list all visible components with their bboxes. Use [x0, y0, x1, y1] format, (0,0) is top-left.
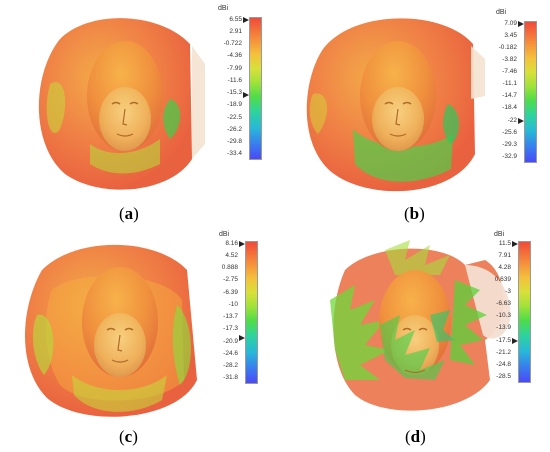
colorbar-ticks-d: 11.5 7.91 4.28 0.639 -3 -6.63 -10.3 -13.… — [469, 240, 511, 381]
tick-label: -25.6 — [502, 129, 517, 136]
tick-label: -10 — [228, 301, 238, 308]
radiation-pattern-a — [38, 18, 205, 190]
tick-label: 4.28 — [498, 264, 511, 271]
tick-label: -11.1 — [502, 80, 517, 87]
tick-label: -10.3 — [496, 312, 511, 319]
tick-label: -7.46 — [502, 68, 517, 75]
colorbar-b — [524, 21, 537, 163]
colorbar-unit-d: dBi — [494, 231, 505, 238]
colorbar-marker-c — [239, 335, 245, 341]
colorbar-marker-top-a — [243, 17, 249, 23]
tick-label: -20.9 — [223, 338, 238, 345]
tick-label: -2.75 — [223, 276, 238, 283]
tick-label: -14.7 — [502, 92, 517, 99]
radiation-pattern-c — [24, 244, 197, 417]
tick-label: -3 — [505, 288, 511, 295]
colorbar-marker-top-c — [239, 241, 245, 247]
radiation-pattern-b — [306, 18, 485, 192]
tick-label: -3.82 — [502, 56, 517, 63]
colorbar-unit-b: dBi — [496, 9, 507, 16]
colorbar-unit-c: dBi — [219, 231, 230, 238]
tick-label: -18.4 — [502, 104, 517, 111]
tick-label: -28.5 — [496, 373, 511, 380]
tick-label: 4.52 — [225, 252, 238, 259]
radiation-pattern-d — [330, 240, 511, 411]
panel-c: dBi 8.16 4.52 0.888 -2.75 -6.39 -10 -13.… — [0, 226, 275, 452]
colorbar-ticks-a: 6.55 2.91 -0.722 -4.36 -7.99 -11.6 -15.3… — [200, 16, 242, 158]
tick-label: -15.3 — [227, 89, 242, 96]
tick-label: -13.7 — [223, 313, 238, 320]
colorbar-marker-a — [243, 92, 249, 98]
colorbar-ticks-b: 7.09 3.45 -0.182 -3.82 -7.46 -11.1 -14.7… — [475, 20, 517, 161]
tick-label: -24.6 — [223, 350, 238, 357]
tick-label: 8.16 — [225, 240, 238, 247]
tick-label: -32.9 — [502, 153, 517, 160]
tick-label: 11.5 — [498, 240, 511, 247]
tick-label: 0.639 — [494, 276, 511, 283]
caption-b: (b) — [404, 204, 425, 223]
caption-d: (d) — [405, 427, 426, 446]
colorbar-c — [245, 241, 258, 384]
tick-label: -7.99 — [227, 65, 242, 72]
colorbar-d — [518, 241, 531, 383]
colorbar-ticks-c: 8.16 4.52 0.888 -2.75 -6.39 -10 -13.7 -1… — [196, 240, 238, 382]
panel-b: dBi 7.09 3.45 -0.182 -3.82 -7.46 -11.1 -… — [275, 0, 550, 226]
colorbar-marker-b — [518, 118, 524, 124]
tick-label: -0.722 — [223, 40, 242, 47]
tick-label: -26.2 — [227, 126, 242, 133]
tick-label: -33.4 — [227, 150, 242, 157]
caption-c: (c) — [119, 427, 138, 446]
panel-d: dBi 11.5 7.91 4.28 0.639 -3 -6.63 -10.3 … — [275, 226, 550, 452]
colorbar-marker-d — [512, 338, 518, 344]
tick-label: -31.8 — [223, 374, 238, 381]
tick-label: 7.91 — [498, 252, 511, 259]
tick-label: 0.888 — [221, 264, 238, 271]
colorbar-a — [249, 17, 262, 160]
tick-label: -13.9 — [496, 324, 511, 331]
tick-label: -28.2 — [223, 362, 238, 369]
tick-label: -6.39 — [223, 289, 238, 296]
tick-label: -29.8 — [227, 138, 242, 145]
tick-label: 2.91 — [229, 28, 242, 35]
tick-label: 7.09 — [504, 20, 517, 27]
tick-label: -17.5 — [496, 337, 511, 344]
tick-label: 3.45 — [504, 32, 517, 39]
tick-label: -4.36 — [227, 52, 242, 59]
tick-label: -29.3 — [502, 141, 517, 148]
tick-label: -22.5 — [227, 114, 242, 121]
tick-label: -11.6 — [227, 77, 242, 84]
tick-label: -0.182 — [498, 44, 517, 51]
tick-label: -18.9 — [227, 101, 242, 108]
tick-label: -6.63 — [496, 300, 511, 307]
tick-label: -17.3 — [223, 325, 238, 332]
tick-label: -21.2 — [496, 349, 511, 356]
caption-a: (a) — [119, 204, 139, 223]
tick-label: -24.8 — [496, 361, 511, 368]
colorbar-marker-top-b — [518, 21, 524, 27]
colorbar-marker-top-d — [512, 241, 518, 247]
panel-a: dBi 6.55 2.91 -0.722 -4.36 -7.99 -11.6 -… — [0, 0, 275, 226]
tick-label: -22 — [507, 117, 517, 124]
tick-label: 6.55 — [229, 16, 242, 23]
colorbar-unit-a: dBi — [218, 5, 229, 12]
